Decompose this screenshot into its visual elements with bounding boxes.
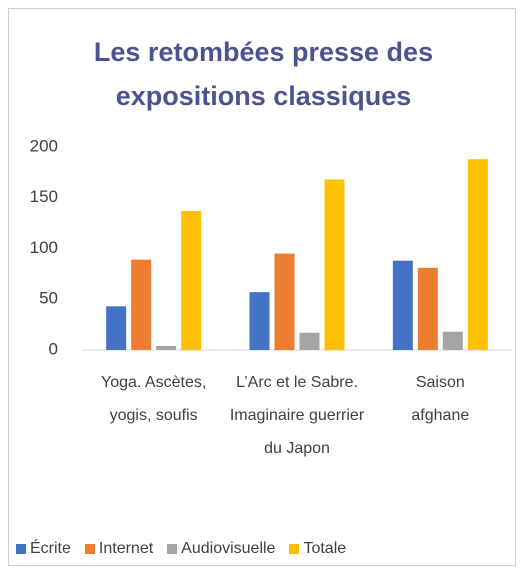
y-tick-label: 50 bbox=[39, 289, 58, 308]
legend-item: Audiovisuelle bbox=[167, 540, 275, 558]
bar bbox=[274, 253, 295, 350]
x-tick-label: Yoga. Ascètes, yogis, soufis bbox=[101, 374, 207, 424]
chart-title: Les retombées presse des expositions cla… bbox=[93, 37, 434, 111]
legend-item: Écrite bbox=[16, 540, 71, 558]
x-tick-label: Saison afghane bbox=[411, 374, 470, 424]
legend-item: Internet bbox=[84, 540, 154, 558]
bar bbox=[467, 159, 488, 350]
bar bbox=[299, 332, 320, 350]
bar bbox=[442, 331, 463, 350]
bar bbox=[106, 306, 127, 350]
y-tick-label: 150 bbox=[30, 187, 58, 206]
bar bbox=[131, 259, 152, 350]
y-tick-label: 100 bbox=[30, 238, 58, 257]
legend-swatch bbox=[289, 544, 300, 554]
bar bbox=[156, 345, 177, 350]
legend-swatch bbox=[167, 544, 178, 554]
legend-label: Totale bbox=[303, 540, 347, 557]
y-tick-label: 0 bbox=[49, 339, 58, 358]
bar bbox=[181, 210, 202, 350]
legend-label: Internet bbox=[98, 540, 154, 557]
x-tick-label: L’Arc et le Sabre. Imaginaire guerrier d… bbox=[229, 374, 365, 457]
bar bbox=[249, 292, 270, 350]
legend-item: Totale bbox=[289, 540, 346, 558]
bar bbox=[324, 179, 345, 350]
legend-swatch bbox=[84, 544, 95, 554]
legend-swatch bbox=[16, 544, 26, 554]
legend-label: Écrite bbox=[30, 540, 71, 557]
chart-frame bbox=[8, 8, 516, 566]
legend-label: Audiovisuelle bbox=[181, 540, 276, 557]
legend: Écrite Internet Audiovisuelle Totale bbox=[16, 540, 346, 558]
y-tick-label: 200 bbox=[30, 136, 58, 155]
bar bbox=[417, 267, 438, 350]
bar bbox=[392, 260, 413, 350]
